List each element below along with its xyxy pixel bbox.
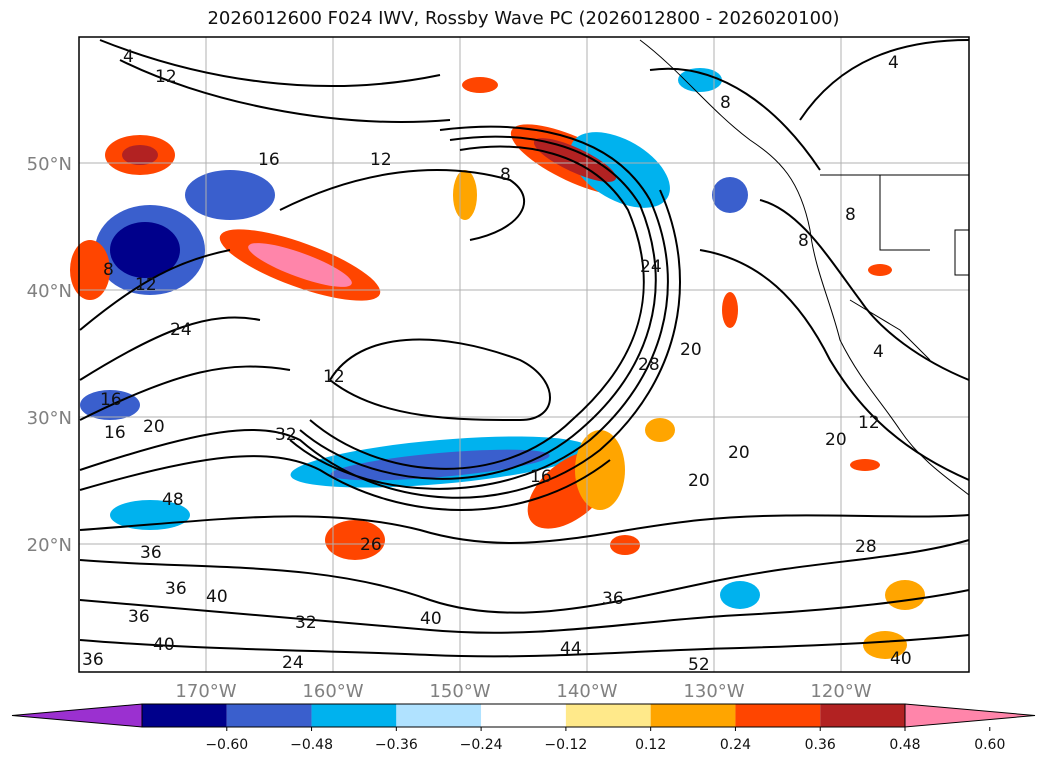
- iwv-contours: [79, 39, 970, 658]
- map-panel: [70, 36, 970, 673]
- lon-label-150w: 150°W: [429, 681, 490, 702]
- contour-label: 28: [638, 355, 660, 375]
- colorbar-tick-label: 0.36: [805, 737, 836, 753]
- colorbar-segment: [396, 704, 482, 727]
- contour-label: 20: [688, 471, 710, 491]
- colorbar-tick-label: 0.24: [720, 737, 751, 753]
- lon-label-120w: 120°W: [810, 681, 871, 702]
- lon-label-140w: 140°W: [556, 681, 617, 702]
- colorbar-extend-low: [11, 703, 143, 728]
- contour-label: 8: [845, 205, 856, 225]
- colorbar-tick-label: −0.48: [290, 737, 333, 753]
- contour-label: 12: [323, 367, 345, 387]
- colorbar-segment: [311, 704, 397, 727]
- colorbar-segment: [142, 704, 227, 727]
- colorbar-tick-label: 0.60: [974, 737, 1005, 753]
- contour-label: 24: [640, 257, 662, 277]
- contour-label: 8: [720, 93, 731, 113]
- contour-labels: 4 8 12 16 12 8 8 12 16 24 28 20 24 20 16…: [82, 47, 912, 675]
- contour-label: 16: [530, 467, 552, 487]
- contour-label: 12: [858, 413, 880, 433]
- contour-label: 16: [258, 150, 280, 170]
- lat-label-30n: 30°N: [27, 408, 72, 429]
- contour-label: 12: [155, 67, 177, 87]
- contour-label: 8: [500, 165, 511, 185]
- contour-label: 44: [560, 639, 582, 659]
- colorbar-segment: [226, 704, 312, 727]
- contour-label: 4: [888, 53, 899, 73]
- contour-label: 52: [688, 655, 710, 675]
- contour-label: 24: [170, 320, 192, 340]
- lat-label-20n: 20°N: [27, 535, 72, 556]
- contour-label: 4: [123, 47, 134, 67]
- contour-label: 36: [140, 543, 162, 563]
- contour-label: 8: [103, 260, 114, 280]
- lon-label-130w: 130°W: [683, 681, 744, 702]
- contour-label: 12: [135, 275, 157, 295]
- contour-label: 36: [128, 607, 150, 627]
- colorbar-tick-label: −0.36: [375, 737, 418, 753]
- colorbar-segment: [565, 704, 651, 727]
- contour-label: 16: [100, 390, 122, 410]
- lon-label-170w: 170°W: [175, 681, 236, 702]
- colorbar-segment: [820, 704, 905, 727]
- contour-label: 8: [798, 231, 809, 251]
- colorbar-tick-label: −0.12: [544, 737, 587, 753]
- colorbar-extend-high: [904, 703, 1036, 728]
- contour-label: 40: [206, 587, 228, 607]
- contour-label: 40: [890, 649, 912, 669]
- lon-label-160w: 160°W: [302, 681, 363, 702]
- colorbar-tick-label: 0.48: [889, 737, 920, 753]
- contour-label: 24: [282, 653, 304, 673]
- contour-label: 36: [165, 579, 187, 599]
- lat-label-40n: 40°N: [27, 281, 72, 302]
- contour-label: 26: [360, 535, 382, 555]
- contour-label: 20: [680, 340, 702, 360]
- contour-label: 32: [275, 425, 297, 445]
- colorbar-tick-label: 0.12: [635, 737, 666, 753]
- graticule: [79, 37, 969, 672]
- contour-label: 20: [143, 417, 165, 437]
- contour-label: 16: [104, 423, 126, 443]
- contour-label: 40: [420, 609, 442, 629]
- contour-label: 28: [855, 537, 877, 557]
- colorbar-segment: [481, 704, 566, 727]
- colorbar-tick-label: −0.24: [460, 737, 503, 753]
- contour-label: 20: [825, 430, 847, 450]
- contour-label: 36: [602, 589, 624, 609]
- contour-label: 48: [162, 490, 184, 510]
- longitude-labels: 170°W 160°W 150°W 140°W 130°W 120°W: [175, 681, 871, 702]
- lat-label-50n: 50°N: [27, 154, 72, 175]
- colorbar-segment: [650, 704, 736, 727]
- contour-label: 36: [82, 650, 104, 670]
- contour-label: 32: [295, 613, 317, 633]
- contour-label: 40: [153, 635, 175, 655]
- colorbar: −0.60 −0.48 −0.36 −0.24 −0.12 0.12 0.24 0.36 0.4…: [11, 703, 1036, 753]
- contour-label: 20: [728, 443, 750, 463]
- contour-label: 12: [370, 150, 392, 170]
- contour-label: 4: [873, 342, 884, 362]
- colorbar-outline: [141, 703, 906, 728]
- latitude-labels: 50°N 40°N 30°N 20°N: [27, 154, 72, 556]
- colorbar-tick-label: −0.60: [205, 737, 248, 753]
- map-title: 2026012600 F024 IWV, Rossby Wave PC (202…: [207, 8, 840, 29]
- colorbar-segment: [735, 704, 821, 727]
